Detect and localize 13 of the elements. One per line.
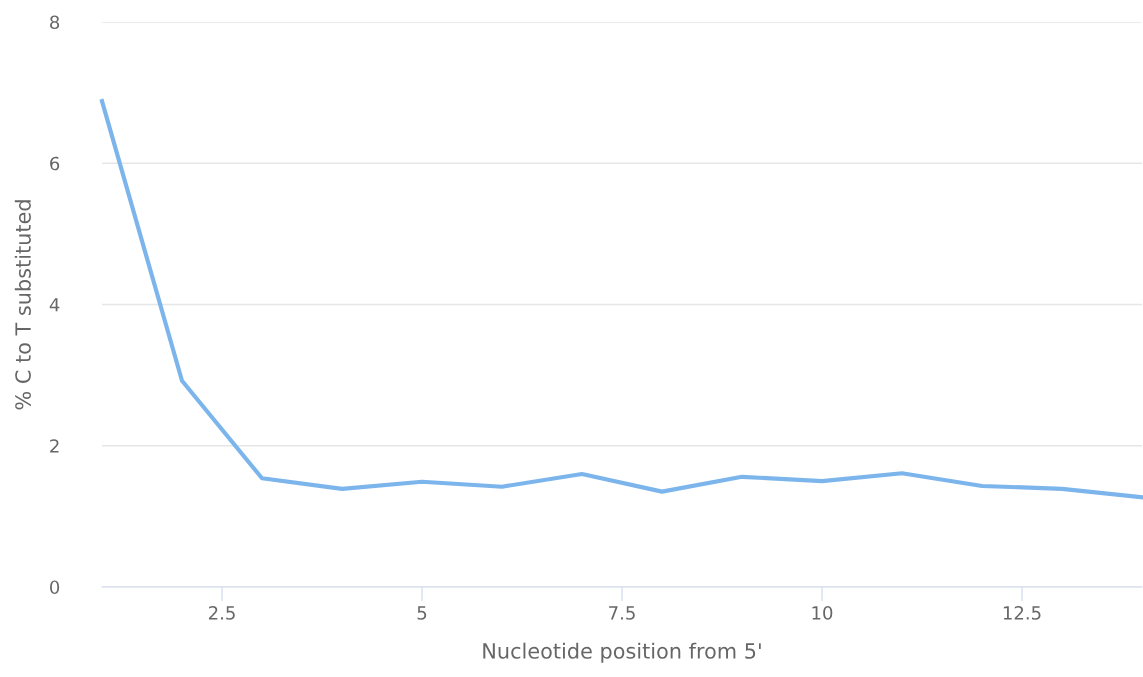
x-tick-label: 12.5 xyxy=(1003,606,1041,620)
x-tick-label: 10 xyxy=(812,606,833,620)
y-axis-title: % C to T substituted xyxy=(14,200,31,410)
y-tick-label: 2 xyxy=(50,439,59,453)
x-tick-label: 7.5 xyxy=(609,606,635,620)
x-tick-label: 2.5 xyxy=(208,606,235,620)
y-tick-label: 0 xyxy=(50,580,60,595)
y-tick-label: 4 xyxy=(49,298,60,312)
y-tick-label: 6 xyxy=(50,156,60,171)
x-tick-label: 5 xyxy=(417,606,427,620)
line-series xyxy=(99,99,1143,500)
y-tick-label: 8 xyxy=(50,15,60,30)
x-axis-title: Nucleotide position from 5' xyxy=(483,642,761,663)
